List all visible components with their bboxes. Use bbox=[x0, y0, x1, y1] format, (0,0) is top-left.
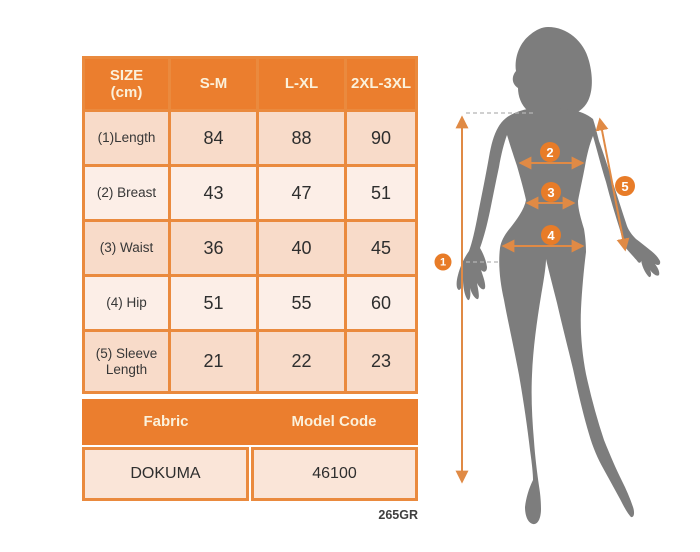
value-cell: 43 bbox=[171, 167, 256, 219]
info-block: Fabric Model Code DOKUMA 46100 bbox=[82, 399, 418, 501]
model-code-header: Model Code bbox=[291, 413, 377, 431]
row-label-waist: (3) Waist bbox=[85, 222, 168, 274]
col-header-l-xl: L-XL bbox=[259, 59, 344, 109]
value-cell: 55 bbox=[259, 277, 344, 329]
value-cell: 60 bbox=[347, 277, 415, 329]
row-label-sleeve-length: (5) Sleeve Length bbox=[85, 332, 168, 391]
info-header-row: Fabric Model Code bbox=[82, 399, 418, 445]
weight-footnote: 265GR bbox=[378, 508, 418, 522]
value-cell: 45 bbox=[347, 222, 415, 274]
value-cell: 40 bbox=[259, 222, 344, 274]
value-cell: 47 bbox=[259, 167, 344, 219]
value-cell: 90 bbox=[347, 112, 415, 164]
size-table-corner-header: SIZE (cm) bbox=[85, 59, 168, 109]
value-cell: 23 bbox=[347, 332, 415, 391]
value-cell: 21 bbox=[171, 332, 256, 391]
fabric-header: Fabric bbox=[143, 413, 189, 431]
sleeve-arrow bbox=[595, 117, 630, 252]
value-cell: 51 bbox=[171, 277, 256, 329]
value-cell: 51 bbox=[347, 167, 415, 219]
size-header-line1: SIZE bbox=[109, 66, 144, 84]
col-header-2xl-3xl: 2XL-3XL bbox=[347, 59, 415, 109]
marker-1-length: 1 bbox=[434, 253, 452, 271]
model-code-value: 46100 bbox=[251, 447, 418, 501]
marker-5-sleeve: 5 bbox=[615, 176, 635, 196]
body-silhouette-head bbox=[512, 27, 592, 119]
marker-4-hip: 4 bbox=[541, 225, 561, 245]
col-header-s-m: S-M bbox=[171, 59, 256, 109]
marker-2-breast: 2 bbox=[540, 142, 560, 162]
info-values-row: DOKUMA 46100 bbox=[82, 447, 418, 501]
size-header-line2: (cm) bbox=[110, 84, 143, 101]
value-cell: 36 bbox=[171, 222, 256, 274]
size-table: SIZE (cm) S-M L-XL 2XL-3XL (1)Length 84 … bbox=[82, 56, 418, 394]
row-label-hip: (4) Hip bbox=[85, 277, 168, 329]
row-label-length: (1)Length bbox=[85, 112, 168, 164]
body-silhouette bbox=[456, 107, 661, 525]
fabric-value: DOKUMA bbox=[82, 447, 249, 501]
value-cell: 22 bbox=[259, 332, 344, 391]
row-label-breast: (2) Breast bbox=[85, 167, 168, 219]
marker-3-waist: 3 bbox=[541, 182, 561, 202]
value-cell: 84 bbox=[171, 112, 256, 164]
value-cell: 88 bbox=[259, 112, 344, 164]
